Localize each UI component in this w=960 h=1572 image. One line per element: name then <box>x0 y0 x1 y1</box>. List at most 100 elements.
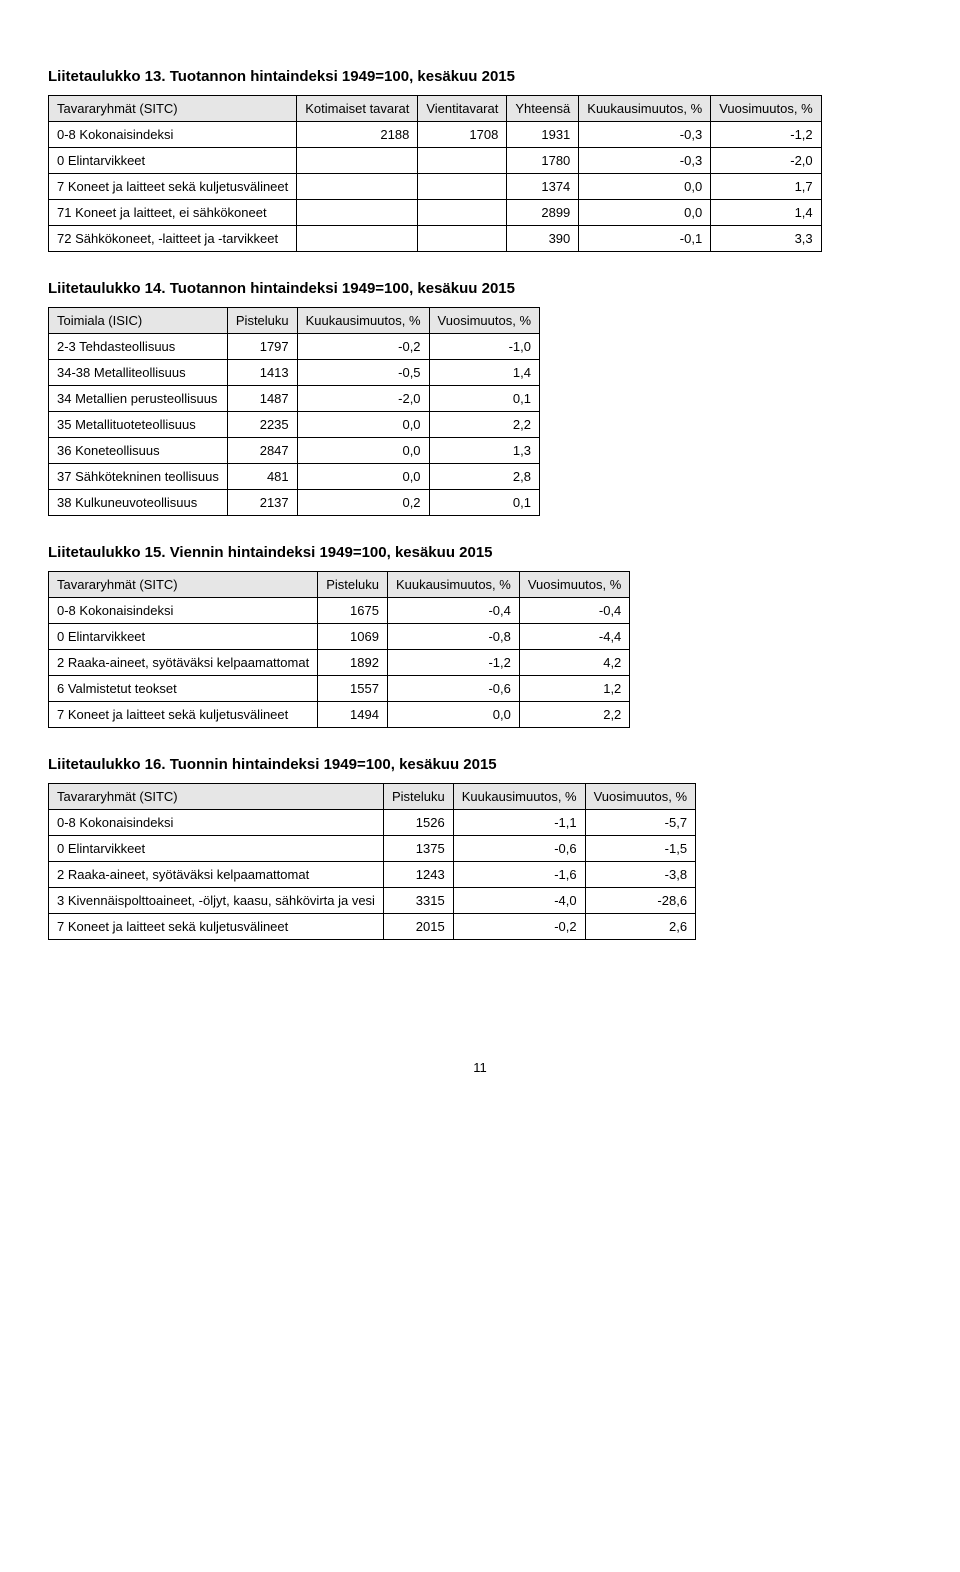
cell: 0,0 <box>387 702 519 728</box>
cell: 0 Elintarvikkeet <box>49 624 318 650</box>
table16-title: Liitetaulukko 16. Tuonnin hintaindeksi 1… <box>48 756 912 773</box>
cell: -0,1 <box>579 226 711 252</box>
table-row: 0-8 Kokonaisindeksi 1675 -0,4 -0,4 <box>49 598 630 624</box>
cell: 34 Metallien perusteollisuus <box>49 386 228 412</box>
cell: 7 Koneet ja laitteet sekä kuljetusväline… <box>49 174 297 200</box>
cell <box>418 226 507 252</box>
cell: 1675 <box>318 598 388 624</box>
cell: 1487 <box>227 386 297 412</box>
cell: 6 Valmistetut teokset <box>49 676 318 702</box>
cell: 1494 <box>318 702 388 728</box>
cell: 37 Sähkötekninen teollisuus <box>49 464 228 490</box>
t15-h0: Tavararyhmät (SITC) <box>49 572 318 598</box>
table-row: 0 Elintarvikkeet 1780 -0,3 -2,0 <box>49 148 822 174</box>
table-row: 0-8 Kokonaisindeksi 2188 1708 1931 -0,3 … <box>49 122 822 148</box>
t16-h2: Kuukausimuutos, % <box>453 784 585 810</box>
cell: 7 Koneet ja laitteet sekä kuljetusväline… <box>49 914 384 940</box>
t13-h1: Kotimaiset tavarat <box>297 96 418 122</box>
cell: -0,6 <box>387 676 519 702</box>
t13-h3: Yhteensä <box>507 96 579 122</box>
cell: 0-8 Kokonaisindeksi <box>49 598 318 624</box>
t13-h5: Vuosimuutos, % <box>711 96 821 122</box>
cell: -0,4 <box>387 598 519 624</box>
cell: -0,2 <box>297 334 429 360</box>
cell <box>418 148 507 174</box>
cell <box>297 174 418 200</box>
table-row: 2 Raaka-aineet, syötäväksi kelpaamattoma… <box>49 862 696 888</box>
cell: 1708 <box>418 122 507 148</box>
cell: 2 Raaka-aineet, syötäväksi kelpaamattoma… <box>49 862 384 888</box>
cell: 1780 <box>507 148 579 174</box>
cell: 1,4 <box>711 200 821 226</box>
cell: 0,0 <box>297 464 429 490</box>
cell: -0,8 <box>387 624 519 650</box>
cell: 481 <box>227 464 297 490</box>
table-row: 35 Metallituoteteollisuus 2235 0,0 2,2 <box>49 412 540 438</box>
cell <box>297 148 418 174</box>
cell: 0 Elintarvikkeet <box>49 148 297 174</box>
cell: -1,0 <box>429 334 539 360</box>
cell: 36 Koneteollisuus <box>49 438 228 464</box>
cell: 0 Elintarvikkeet <box>49 836 384 862</box>
cell: 4,2 <box>519 650 629 676</box>
cell: 2,6 <box>585 914 695 940</box>
cell: 0,2 <box>297 490 429 516</box>
table-row: 2-3 Tehdasteollisuus 1797 -0,2 -1,0 <box>49 334 540 360</box>
cell: 72 Sähkökoneet, -laitteet ja -tarvikkeet <box>49 226 297 252</box>
cell: -1,2 <box>387 650 519 676</box>
table-row: 37 Sähkötekninen teollisuus 481 0,0 2,8 <box>49 464 540 490</box>
cell: 35 Metallituoteteollisuus <box>49 412 228 438</box>
table-row: 3 Kivennäispolttoaineet, -öljyt, kaasu, … <box>49 888 696 914</box>
cell: 1526 <box>383 810 453 836</box>
cell: 1069 <box>318 624 388 650</box>
cell: 1,3 <box>429 438 539 464</box>
table-row: 7 Koneet ja laitteet sekä kuljetusväline… <box>49 914 696 940</box>
table-row: 7 Koneet ja laitteet sekä kuljetusväline… <box>49 702 630 728</box>
table-row: 71 Koneet ja laitteet, ei sähkökoneet 28… <box>49 200 822 226</box>
cell: 2-3 Tehdasteollisuus <box>49 334 228 360</box>
cell: 2137 <box>227 490 297 516</box>
cell: 1,7 <box>711 174 821 200</box>
cell: 2188 <box>297 122 418 148</box>
cell: 2015 <box>383 914 453 940</box>
cell: -3,8 <box>585 862 695 888</box>
t16-h0: Tavararyhmät (SITC) <box>49 784 384 810</box>
cell: -5,7 <box>585 810 695 836</box>
cell: 2235 <box>227 412 297 438</box>
cell: -1,5 <box>585 836 695 862</box>
t13-h4: Kuukausimuutos, % <box>579 96 711 122</box>
cell: 0,1 <box>429 490 539 516</box>
cell: 2,2 <box>519 702 629 728</box>
t16-h1: Pisteluku <box>383 784 453 810</box>
cell: -0,3 <box>579 148 711 174</box>
cell: -4,4 <box>519 624 629 650</box>
cell: 1931 <box>507 122 579 148</box>
t16-h3: Vuosimuutos, % <box>585 784 695 810</box>
cell: -1,6 <box>453 862 585 888</box>
table15: Tavararyhmät (SITC) Pisteluku Kuukausimu… <box>48 571 630 728</box>
cell: -4,0 <box>453 888 585 914</box>
cell: 38 Kulkuneuvoteollisuus <box>49 490 228 516</box>
cell: 2847 <box>227 438 297 464</box>
cell: 2,8 <box>429 464 539 490</box>
t15-h1: Pisteluku <box>318 572 388 598</box>
cell: 1243 <box>383 862 453 888</box>
cell: 7 Koneet ja laitteet sekä kuljetusväline… <box>49 702 318 728</box>
cell: -0,3 <box>579 122 711 148</box>
table-row: 38 Kulkuneuvoteollisuus 2137 0,2 0,1 <box>49 490 540 516</box>
cell: -0,6 <box>453 836 585 862</box>
table-row: 7 Koneet ja laitteet sekä kuljetusväline… <box>49 174 822 200</box>
table-row: 2 Raaka-aineet, syötäväksi kelpaamattoma… <box>49 650 630 676</box>
cell: 2899 <box>507 200 579 226</box>
cell: 1374 <box>507 174 579 200</box>
cell: 0-8 Kokonaisindeksi <box>49 810 384 836</box>
table13-title: Liitetaulukko 13. Tuotannon hintaindeksi… <box>48 68 912 85</box>
cell: 0,0 <box>579 174 711 200</box>
t15-h3: Vuosimuutos, % <box>519 572 629 598</box>
cell: -0,2 <box>453 914 585 940</box>
cell: 71 Koneet ja laitteet, ei sähkökoneet <box>49 200 297 226</box>
cell: -2,0 <box>711 148 821 174</box>
table-row: 34-38 Metalliteollisuus 1413 -0,5 1,4 <box>49 360 540 386</box>
cell: 2 Raaka-aineet, syötäväksi kelpaamattoma… <box>49 650 318 676</box>
table-row: 36 Koneteollisuus 2847 0,0 1,3 <box>49 438 540 464</box>
